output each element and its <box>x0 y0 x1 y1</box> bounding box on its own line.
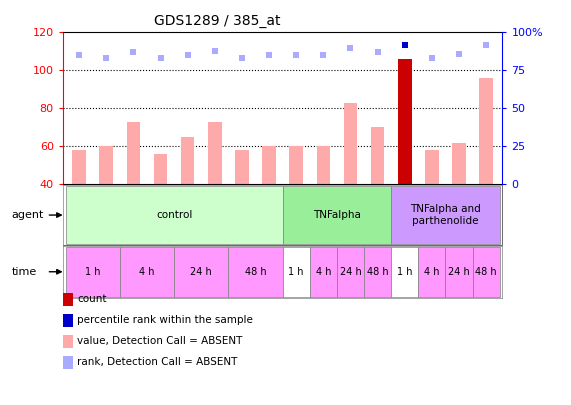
Text: 24 h: 24 h <box>448 267 470 277</box>
Text: 48 h: 48 h <box>245 267 266 277</box>
Bar <box>310 247 337 296</box>
Text: percentile rank within the sample: percentile rank within the sample <box>77 315 253 325</box>
Bar <box>99 146 113 184</box>
Text: rank, Detection Call = ABSENT: rank, Detection Call = ABSENT <box>77 358 238 367</box>
Bar <box>228 247 283 296</box>
Text: count: count <box>77 294 107 304</box>
Bar <box>262 146 276 184</box>
Bar <box>73 150 86 184</box>
Text: value, Detection Call = ABSENT: value, Detection Call = ABSENT <box>77 337 243 346</box>
Text: 24 h: 24 h <box>190 267 212 277</box>
Bar <box>337 247 364 296</box>
Bar <box>425 150 439 184</box>
Bar <box>289 146 303 184</box>
Text: GDS1289 / 385_at: GDS1289 / 385_at <box>154 14 280 28</box>
Bar <box>66 186 283 244</box>
Text: 1 h: 1 h <box>397 267 412 277</box>
Bar <box>480 78 493 184</box>
Text: 48 h: 48 h <box>476 267 497 277</box>
Text: agent: agent <box>11 210 44 220</box>
Text: 4 h: 4 h <box>316 267 331 277</box>
Bar <box>208 122 222 184</box>
Text: 4 h: 4 h <box>424 267 440 277</box>
Bar <box>371 127 384 184</box>
Bar <box>344 102 357 184</box>
Bar <box>235 150 249 184</box>
Bar <box>154 154 167 184</box>
Bar <box>473 247 500 296</box>
Bar <box>127 122 140 184</box>
Text: 1 h: 1 h <box>288 267 304 277</box>
Text: time: time <box>11 267 37 277</box>
Bar <box>452 143 466 184</box>
Bar <box>120 247 174 296</box>
Text: 1 h: 1 h <box>85 267 100 277</box>
Bar <box>398 59 412 184</box>
Text: 24 h: 24 h <box>340 267 361 277</box>
Bar <box>391 247 419 296</box>
Bar <box>181 137 195 184</box>
Bar <box>283 186 391 244</box>
Text: 4 h: 4 h <box>139 267 155 277</box>
Bar <box>316 146 330 184</box>
Text: TNFalpha and
parthenolide: TNFalpha and parthenolide <box>410 204 481 226</box>
Text: TNFalpha: TNFalpha <box>313 210 361 220</box>
Text: control: control <box>156 210 192 220</box>
Bar <box>419 247 445 296</box>
Bar <box>174 247 228 296</box>
Bar <box>445 247 473 296</box>
Bar <box>391 186 500 244</box>
Bar <box>364 247 391 296</box>
Bar <box>66 247 120 296</box>
Text: 48 h: 48 h <box>367 267 388 277</box>
Bar <box>283 247 310 296</box>
